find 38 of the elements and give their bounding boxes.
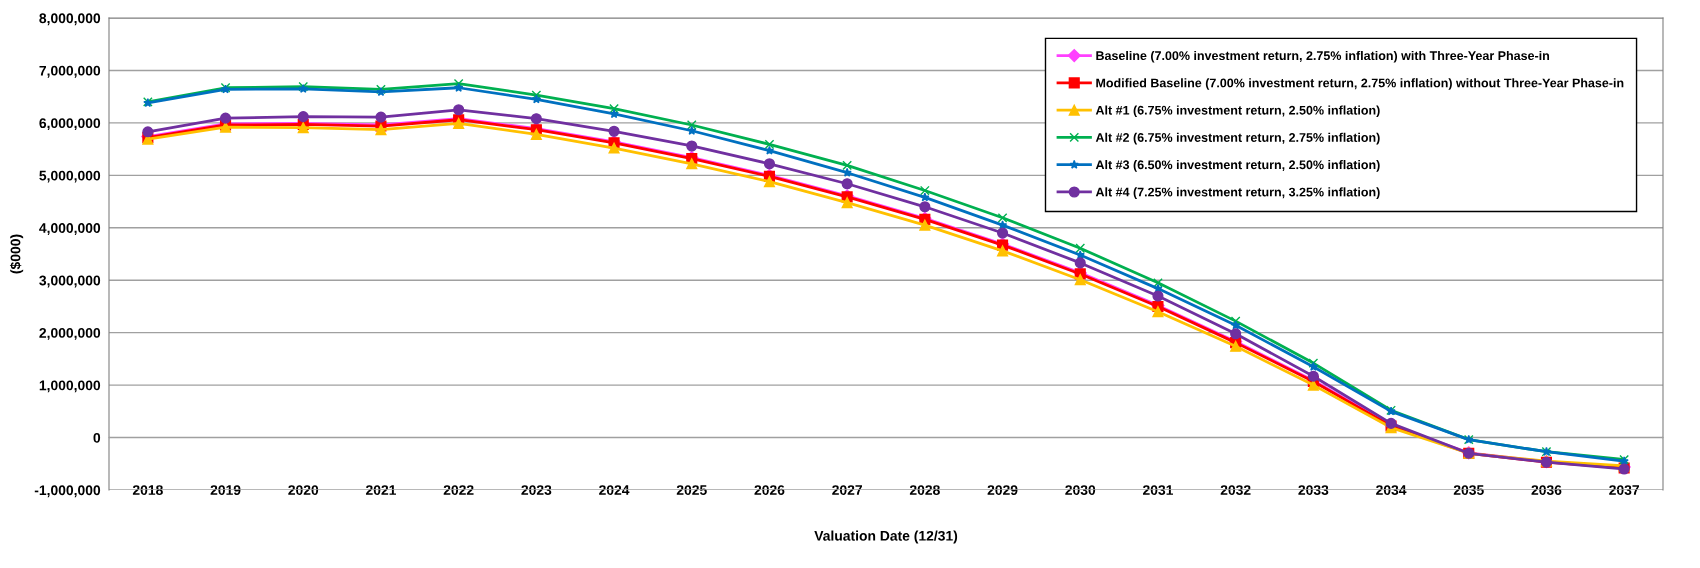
y-tick-label: 3,000,000	[39, 275, 101, 288]
x-tick-label: 2037	[1609, 485, 1639, 495]
x-tick-label: 2027	[832, 485, 862, 495]
x-tick-label: 2032	[1220, 485, 1251, 495]
legend-label: Alt #2 (6.75% investment return, 2.75% inflation)	[1095, 132, 1380, 145]
y-tick-label: 6,000,000	[39, 118, 101, 131]
x-tick-label: 2034	[1376, 485, 1407, 495]
x-tick-label: 2025	[676, 485, 707, 495]
y-tick-label: -1,000,000	[34, 485, 101, 498]
legend-label: Modified Baseline (7.00% investment return, 2.75% inflation) without Three-Year Phase-in	[1096, 78, 1624, 90]
x-tick-label: 2019	[210, 485, 241, 495]
x-tick-label: 2024	[599, 485, 630, 495]
y-tick-label: 4,000,000	[39, 223, 101, 235]
x-tick-label: 2033	[1298, 485, 1329, 495]
y-axis-title: ($000)	[9, 234, 24, 274]
x-tick-label: 2020	[288, 485, 319, 495]
legend-label: Alt #4 (7.25% investment return, 3.25% inflation)	[1095, 187, 1380, 199]
x-tick-label: 2036	[1531, 485, 1562, 495]
x-tick-label: 2018	[132, 485, 163, 495]
legend-label: Alt #3 (6.50% investment return, 2.50% inflation)	[1095, 160, 1380, 172]
y-tick-label: 7,000,000	[39, 65, 101, 78]
x-tick-label: 2028	[909, 485, 940, 495]
y-tick-label: 0	[93, 432, 101, 443]
x-axis-title: Valuation Date (12/31)	[814, 530, 958, 544]
y-tick-label: 5,000,000	[39, 170, 101, 183]
legend-label: Alt #1 (6.75% investment return, 2.50% inflation)	[1095, 105, 1380, 118]
y-tick-label: 8,000,000	[39, 13, 101, 26]
y-tick-label: 1,000,000	[39, 380, 101, 393]
x-tick-label: 2030	[1065, 485, 1096, 495]
legend-label: Baseline (7.00% investment return, 2.75% inflation) with Three-Year Phase-in	[1096, 50, 1550, 63]
x-tick-label: 2022	[443, 485, 474, 495]
x-tick-label: 2026	[754, 485, 785, 495]
y-tick-label: 2,000,000	[39, 328, 101, 340]
x-tick-label: 2021	[365, 485, 397, 495]
x-tick-label: 2035	[1453, 485, 1484, 495]
x-tick-label: 2031	[1142, 485, 1174, 495]
x-tick-label: 2029	[987, 485, 1018, 495]
x-tick-label: 2023	[521, 485, 552, 495]
